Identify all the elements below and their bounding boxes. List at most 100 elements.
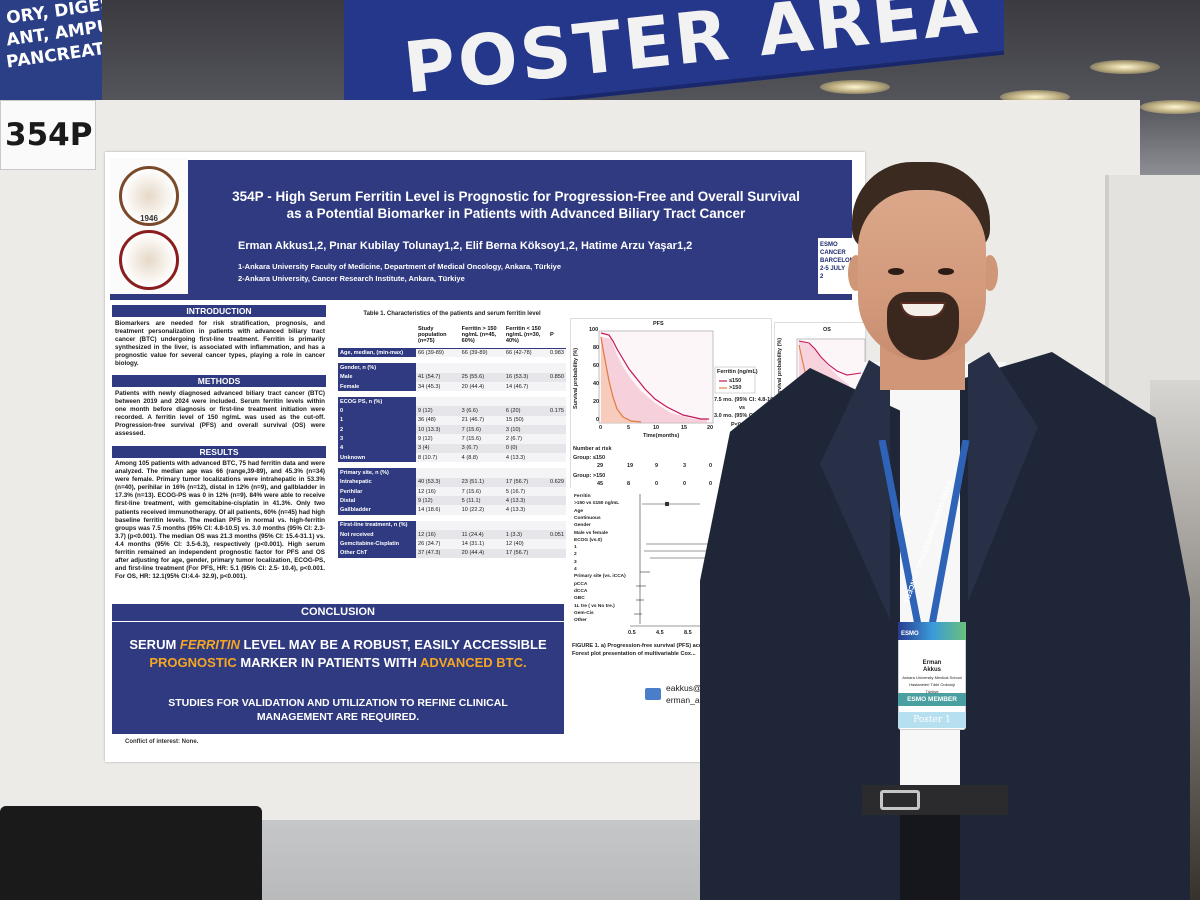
table-cell: 0.175: [547, 406, 566, 416]
table-row-label: Intrahepatic: [338, 477, 416, 487]
forest-row-label: Other: [574, 618, 587, 624]
km-curve-high-ferritin: [600, 336, 642, 423]
table-row: [338, 462, 566, 469]
table-cell: [503, 391, 548, 398]
forest-row-label: 4: [574, 567, 577, 572]
table-cell: [459, 520, 504, 531]
risk-value: 9: [655, 463, 659, 469]
poster-affiliation: 2-Ankara University, Cancer Research Ins…: [238, 274, 465, 283]
table-title: Table 1. Characteristics of the patients…: [363, 311, 541, 317]
legend-title: Ferritin (ng/mL): [717, 369, 758, 375]
forest-row-label: Continuous: [574, 515, 601, 521]
x-tick: 0: [599, 425, 603, 431]
x-tick: 15: [681, 425, 688, 431]
table-row-label: Not received: [338, 530, 416, 540]
y-tick: 60: [593, 363, 600, 369]
table-row-label: First-line treatment, n (%): [338, 520, 416, 531]
table-cell: [547, 548, 566, 558]
table-cell: 41 (54.7): [416, 372, 460, 382]
table-row: Intrahepatic 40 (53.3) 23 (51.1) 17 (56.7) 0…: [338, 477, 566, 487]
table-cell: 12 (16): [416, 486, 460, 497]
badge-org: Hastaneleri Tıbbi Onkoloji: [909, 682, 955, 687]
table-cell: 25 (55.6): [459, 372, 504, 382]
badge-brand: ESMO: [901, 631, 919, 637]
conclusion-highlight: PROGNOSTIC: [149, 655, 237, 670]
contact-info: eakkus@ erman_a: [640, 682, 704, 708]
table-row-label: 4: [338, 443, 416, 453]
table-row: ECOG PS, n (%): [338, 397, 566, 407]
table-cell: [547, 357, 566, 364]
table-cell: [503, 462, 548, 469]
table-cell: [547, 520, 566, 531]
table-cell: 3 (10): [503, 425, 548, 435]
pfs-km-svg: [598, 330, 756, 424]
table-row-label: Male: [338, 372, 416, 382]
table-cell: [459, 363, 504, 373]
table-cell: 37 (47.3): [416, 548, 460, 558]
esmo-badge-line: BARCELONA: [820, 258, 859, 264]
table-cell: 14 (18.6): [416, 505, 460, 515]
table-cell: 5 (11.1): [459, 496, 504, 506]
table-cell: [547, 486, 566, 497]
risk-value: 0: [655, 481, 659, 487]
table-cell: 66 (39-89): [459, 348, 504, 358]
table-cell: 14 (46.7): [503, 381, 548, 392]
x-tick: 20: [707, 425, 714, 431]
forest-row-label: Gender: [574, 523, 591, 529]
y-axis-label: Survival probability (%): [777, 337, 783, 399]
table-cell: 0.051: [547, 530, 566, 540]
table-cell: [503, 514, 548, 521]
table-cell: 23 (51.1): [459, 477, 504, 487]
table-header: Study population (n=75): [416, 322, 460, 349]
table-cell: [416, 462, 460, 469]
table-cell: 5 (16.7): [503, 486, 548, 497]
table-cell: [503, 397, 548, 407]
table-cell: 9 (12): [416, 406, 460, 416]
legend-item: >150: [729, 385, 742, 391]
ankara-university-logo: [119, 166, 179, 226]
table-row: Female 34 (45.3) 20 (44.4) 14 (46.7): [338, 381, 566, 392]
forest-row-label: Male vs female: [574, 530, 608, 536]
x-tick: 10: [653, 425, 660, 431]
table-cell: 66 (42-78): [503, 348, 548, 358]
table-cell: 21 (46.7): [459, 415, 504, 426]
table-header-row: Study population (n=75) Ferritin > 150 n…: [338, 322, 566, 349]
table-cell: [547, 391, 566, 398]
km-band-high-ferritin: [601, 345, 637, 423]
forest-row-label: pCCA: [574, 581, 588, 587]
badge-member-strip: ESMO MEMBER: [898, 693, 966, 706]
table-row: Distal 9 (12) 5 (11.1) 4 (13.3): [338, 496, 566, 506]
risk-value: 29: [597, 463, 604, 469]
table-body: Age, median, (min-max) 66 (39-89) 66 (39-8…: [338, 348, 566, 558]
poster-title-line: as a Potential Biomarker in Patients wit…: [286, 206, 746, 221]
badge-poster-strip: Poster 1: [898, 712, 966, 728]
x-axis-label: Time(months): [643, 433, 680, 439]
risk-value: 3: [683, 463, 687, 469]
table-cell: 17 (56.7): [503, 548, 548, 558]
table-cell: 4 (13.3): [503, 505, 548, 515]
table-row-label: [338, 514, 416, 521]
table-row: 1 36 (48) 21 (46.7) 15 (50): [338, 415, 566, 426]
table-cell: 26 (34.7): [416, 539, 460, 549]
table-header: Ferritin < 150 ng/mL (n=30, 40%): [503, 322, 548, 349]
badge-name-line: Akkus: [922, 667, 941, 673]
km-annotation: 3.0 mo. (95% CI: 2.3-3.7): [714, 413, 777, 419]
table-row-label: Unknown: [338, 452, 416, 463]
table-cell: [416, 514, 460, 521]
forest-axis-tick: 8.5: [684, 630, 692, 636]
table-cell: 0.850: [547, 372, 566, 382]
table-row: Gender, n (%): [338, 363, 566, 373]
conclusion-statement: SERUM FERRITIN LEVEL MAY BE A ROBUST, EA…: [112, 636, 564, 672]
table-row: Unknown 8 (10.7) 4 (8.8) 4 (13.3): [338, 452, 566, 463]
y-tick: 80: [593, 345, 600, 351]
table-cell: [547, 425, 566, 435]
table-cell: [459, 468, 504, 478]
conclusion-box: [112, 622, 564, 734]
table-cell: [547, 539, 566, 549]
table-cell: 3 (6.7): [459, 443, 504, 453]
forest-row-label: GBC: [574, 596, 585, 602]
table-row: Gallbladder 14 (18.6) 10 (22.2) 4 (13.3): [338, 505, 566, 515]
table-cell: 4 (13.3): [503, 452, 548, 463]
table-row-label: [338, 357, 416, 364]
